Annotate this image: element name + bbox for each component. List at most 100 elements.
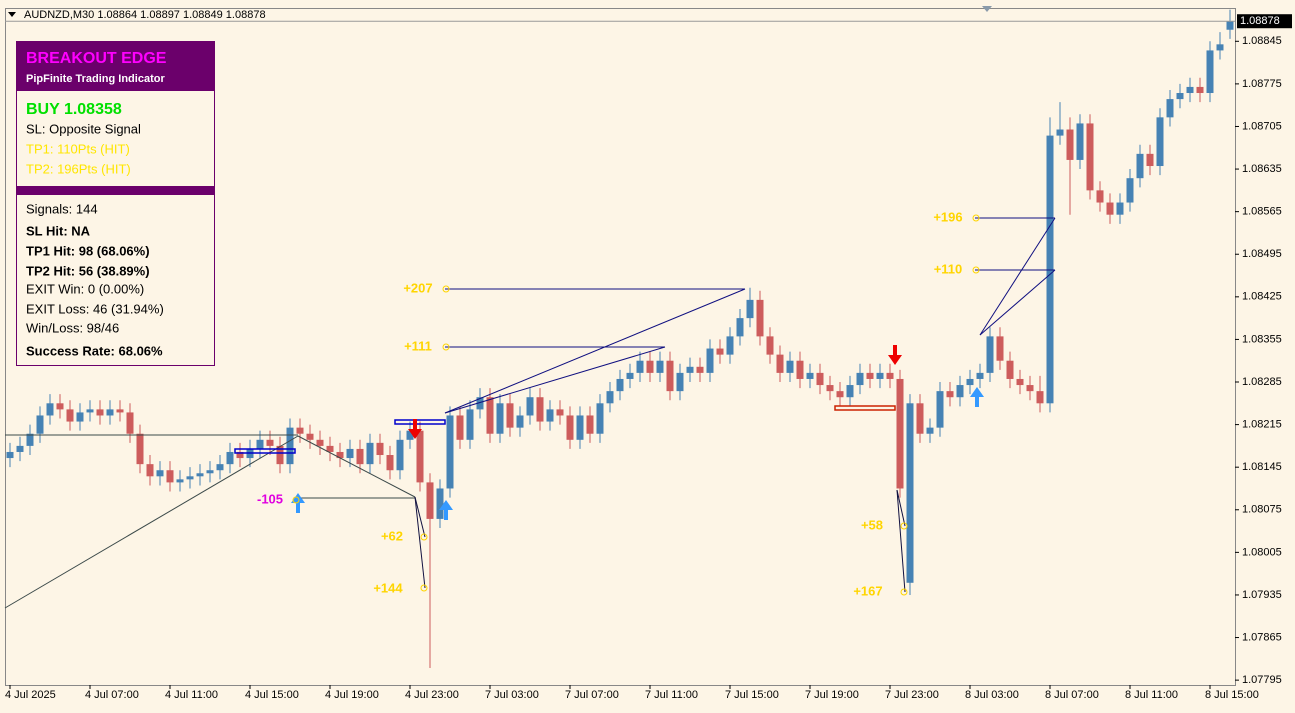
candle-body — [416, 430, 424, 483]
candle-body — [1166, 99, 1174, 118]
candle-body — [696, 366, 704, 373]
candle-body — [1176, 93, 1184, 100]
x-tick-label: 8 Jul 15:00 — [1205, 689, 1259, 701]
signal-label: +207 — [403, 280, 432, 295]
panel-box — [16, 41, 215, 366]
candle-body — [986, 336, 994, 373]
candle-body — [186, 476, 194, 480]
candle-body — [856, 372, 864, 386]
x-tick-label: 7 Jul 15:00 — [725, 689, 779, 701]
target-line — [896, 489, 906, 593]
candle-body — [126, 412, 134, 434]
stat: Win/Loss: 98/46 — [26, 320, 119, 335]
signal-lines — [4, 217, 1056, 609]
target-line — [444, 346, 666, 414]
candle-body — [676, 372, 684, 392]
y-tick-label: 1.07865 — [1242, 631, 1282, 643]
candle-body — [716, 348, 724, 355]
stat: SL Hit: NA — [26, 223, 91, 238]
signal-dot — [900, 522, 908, 530]
candle-body — [196, 473, 204, 477]
candle-body — [916, 403, 924, 434]
candle-body — [366, 442, 374, 465]
take-profit: TP2: 196Pts (HIT) — [26, 161, 131, 176]
candle-body — [496, 403, 504, 434]
candle-body — [766, 336, 774, 355]
y-tick-label: 1.08215 — [1242, 419, 1282, 431]
candle-body — [1196, 86, 1204, 94]
stat: EXIT Loss: 46 (31.94%) — [26, 301, 164, 316]
candle-body — [866, 372, 874, 379]
last-price-label: 1.08878 — [1240, 15, 1280, 27]
y-tick-label: 1.08705 — [1242, 120, 1282, 132]
candle-body — [616, 378, 624, 392]
candle-body — [736, 318, 744, 337]
signal-label: +62 — [381, 528, 403, 543]
signal-label: -105 — [257, 491, 283, 506]
sell-arrow — [888, 345, 902, 365]
candle-body — [1116, 202, 1124, 215]
candle-body — [946, 391, 954, 398]
candle-body — [396, 439, 404, 471]
x-tick-label: 4 Jul 23:00 — [405, 689, 459, 701]
candle-body — [906, 403, 914, 583]
candle-body — [106, 409, 114, 416]
stat: EXIT Win: 0 (0.00%) — [26, 281, 144, 296]
candle-body — [96, 409, 104, 416]
x-tick-label: 4 Jul 19:00 — [325, 689, 379, 701]
candle-body — [926, 427, 934, 434]
candle-body — [426, 482, 434, 519]
candle-body — [706, 348, 714, 373]
signal-dot — [292, 496, 300, 504]
sell-arrow — [408, 419, 422, 439]
buy-arrow — [291, 493, 305, 513]
y-tick-label: 1.08075 — [1242, 504, 1282, 516]
candle-body — [776, 354, 784, 373]
candle-body — [286, 427, 294, 465]
x-tick-label: 7 Jul 23:00 — [885, 689, 939, 701]
x-tick-label: 7 Jul 07:00 — [565, 689, 619, 701]
candle-body — [516, 415, 524, 428]
candle-body — [326, 445, 334, 452]
x-tick-label: 7 Jul 11:00 — [645, 689, 698, 701]
target-line — [414, 496, 426, 589]
entry-box — [394, 419, 446, 425]
y-tick-label: 1.08775 — [1242, 78, 1282, 90]
candle-body — [1226, 21, 1234, 30]
candle-body — [76, 412, 84, 422]
panel-subtitle: PipFinite Trading Indicator — [26, 73, 165, 85]
candle-body — [576, 415, 584, 440]
candle-body — [1186, 86, 1194, 94]
scroll-marker — [982, 6, 992, 12]
x-tick-label: 4 Jul 07:00 — [85, 689, 139, 701]
candle-body — [306, 433, 314, 440]
y-tick-label: 1.08495 — [1242, 248, 1282, 260]
y-tick-label: 1.07795 — [1242, 674, 1282, 686]
entry-box — [234, 448, 296, 454]
candle-body — [556, 409, 564, 416]
candle-body — [436, 488, 444, 519]
candle-body — [66, 409, 74, 422]
y-tick-label: 1.08005 — [1242, 546, 1282, 558]
trend-line — [297, 435, 416, 498]
y-tick-label: 1.08635 — [1242, 163, 1282, 175]
candle-body — [176, 479, 184, 483]
candle-body — [116, 409, 124, 413]
candle-body — [786, 360, 794, 373]
take-profit: TP1: 110Pts (HIT) — [26, 141, 130, 156]
signal-label: +144 — [373, 580, 403, 595]
candle-body — [1066, 129, 1074, 160]
x-tick-label: 4 Jul 2025 — [5, 689, 56, 701]
candle-body — [236, 451, 244, 459]
candle-body — [16, 445, 24, 452]
signal-label: +111 — [404, 338, 432, 353]
candle-body — [276, 445, 284, 465]
signal-label: +110 — [934, 261, 963, 276]
candle-body — [376, 442, 384, 456]
candle-body — [966, 378, 974, 386]
panel-band — [17, 186, 214, 195]
target-line — [979, 217, 1056, 336]
x-tick-label: 4 Jul 11:00 — [165, 689, 218, 701]
candle-body — [256, 439, 264, 449]
